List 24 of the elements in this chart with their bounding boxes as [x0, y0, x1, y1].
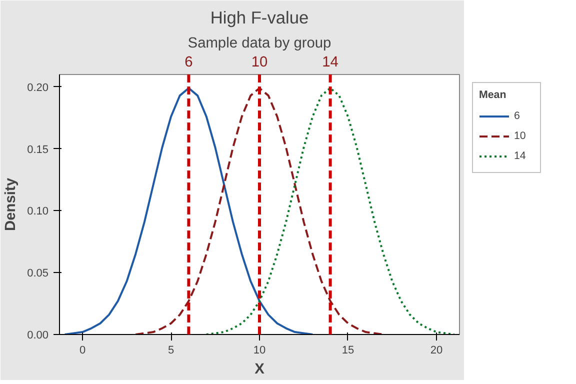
- x-tick-label: 15: [342, 344, 354, 356]
- legend-label: 14: [514, 150, 527, 162]
- x-axis-title: X: [254, 362, 265, 378]
- y-tick-label: 0.20: [27, 82, 49, 94]
- y-tick-label: 0.15: [27, 144, 49, 156]
- y-tick-label: 0.10: [27, 206, 49, 218]
- x-tick-label: 5: [168, 344, 174, 356]
- x-tick-label: 0: [79, 344, 86, 356]
- line-series: [64, 87, 314, 334]
- ref-line-label: 10: [251, 54, 268, 70]
- y-tick-label: 0.00: [27, 330, 49, 342]
- line-series: [205, 87, 456, 334]
- legend-label: 10: [514, 130, 527, 142]
- legend-title: Mean: [479, 89, 508, 101]
- chart-subtitle: Sample data by group: [188, 36, 332, 52]
- ref-line-label: 14: [322, 54, 338, 70]
- x-tick-label: 10: [253, 344, 266, 356]
- line-series: [134, 87, 384, 334]
- chart-title: High F-value: [210, 8, 309, 28]
- y-tick-label: 0.05: [27, 268, 49, 280]
- ref-line-label: 6: [184, 54, 193, 70]
- x-tick-label: 20: [430, 344, 443, 356]
- legend-label: 6: [514, 110, 521, 122]
- y-axis-title: Density: [3, 177, 20, 231]
